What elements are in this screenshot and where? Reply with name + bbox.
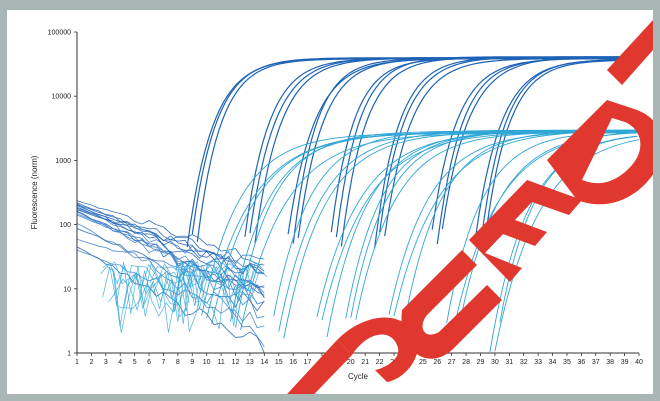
low-noise-line (180, 264, 268, 307)
x-tick-label: 12 (232, 359, 240, 366)
amplification-curve-light (446, 131, 638, 324)
x-tick-label: 31 (505, 359, 513, 366)
low-noise-line (174, 260, 262, 333)
low-noise-line (106, 263, 194, 333)
x-tick-label: 3 (104, 359, 108, 366)
x-tick-label: 25 (419, 359, 427, 366)
amplification-curve-dark (436, 57, 639, 245)
x-tick-label: 16 (289, 359, 297, 366)
watermark-shape (287, 340, 352, 394)
x-tick-label: 32 (520, 359, 528, 366)
low-noise-line (149, 261, 237, 312)
x-tick-label: 27 (448, 359, 456, 366)
baseline-noise-line (77, 207, 265, 275)
y-tick-label: 100000 (48, 30, 71, 37)
axes (76, 32, 639, 354)
y-tick-label: 1 (67, 351, 71, 358)
baseline-noise-line (77, 202, 265, 275)
watermark-graphic (287, 20, 653, 394)
x-ticks: 1234567891011121314151617181920212223242… (75, 353, 643, 366)
watermark-shape (401, 250, 502, 359)
low-noise-line (116, 261, 203, 317)
baseline-noise-line (77, 209, 265, 274)
x-tick-label: 28 (462, 359, 470, 366)
x-axis-title: Cycle (348, 372, 369, 381)
y-ticks: 1 10 100 1000 10000 100000 (48, 30, 77, 358)
x-tick-label: 38 (606, 359, 614, 366)
x-tick-label: 26 (433, 359, 441, 366)
qpcr-amplification-chart: 1234567891011121314151617181920212223242… (30, 20, 653, 394)
x-tick-label: 11 (217, 359, 224, 366)
low-noise-line (125, 261, 212, 333)
baseline-noise-line (77, 200, 265, 266)
baseline-noise-line (77, 203, 265, 305)
x-tick-label: 39 (621, 359, 629, 366)
x-tick-label: 40 (635, 359, 643, 366)
x-tick-label: 17 (304, 359, 312, 366)
x-tick-label: 2 (89, 359, 93, 366)
amplification-curve-dark (484, 59, 637, 237)
watermark-shape (469, 180, 582, 282)
y-tick-label: 10 (63, 286, 71, 293)
x-tick-label: 35 (563, 359, 571, 366)
x-tick-label: 9 (190, 359, 194, 366)
x-tick-label: 34 (549, 359, 557, 366)
x-tick-label: 13 (246, 359, 254, 366)
y-tick-label: 100 (59, 222, 71, 229)
x-tick-label: 33 (534, 359, 542, 366)
x-tick-label: 5 (133, 359, 137, 366)
x-tick-label: 8 (176, 359, 180, 366)
low-noise-line (164, 263, 252, 300)
low-noise-line (175, 261, 263, 329)
amplification-curve-dark (479, 58, 639, 246)
x-tick-label: 21 (361, 359, 369, 366)
x-tick-label: 10 (203, 359, 211, 366)
baseline-noise-line (77, 246, 265, 353)
amplification-curve-dark (441, 56, 637, 230)
x-tick-label: 30 (491, 359, 499, 366)
watermark-shape (547, 100, 653, 205)
x-tick-label: 29 (477, 359, 485, 366)
x-tick-label: 1 (75, 359, 79, 366)
low-noise-line (102, 264, 190, 312)
watermark-shape (607, 20, 653, 85)
baseline-noise-line (77, 205, 265, 289)
amplification-curve-dark (431, 57, 638, 230)
x-tick-label: 37 (592, 359, 600, 366)
watermark-shape (337, 317, 418, 382)
y-tick-label: 1000 (55, 158, 71, 165)
amplification-curve-light (398, 129, 637, 353)
y-tick-label: 10000 (52, 94, 72, 101)
x-tick-label: 15 (275, 359, 283, 366)
x-tick-label: 36 (577, 359, 585, 366)
baseline-noise-line (77, 206, 265, 299)
x-tick-label: 7 (162, 359, 166, 366)
low-noise-line (102, 262, 190, 303)
low-noise-line (170, 260, 258, 322)
x-tick-label: 6 (147, 359, 151, 366)
y-axis-title: Fluorescence (norm) (30, 155, 39, 229)
x-tick-label: 22 (376, 359, 384, 366)
chart-panel: 1234567891011121314151617181920212223242… (7, 10, 653, 394)
low-noise-line (112, 264, 200, 327)
baseline-noise-line (77, 213, 265, 300)
x-tick-label: 4 (118, 359, 122, 366)
x-tick-label: 14 (260, 359, 268, 366)
x-tick-label: 20 (347, 359, 355, 366)
